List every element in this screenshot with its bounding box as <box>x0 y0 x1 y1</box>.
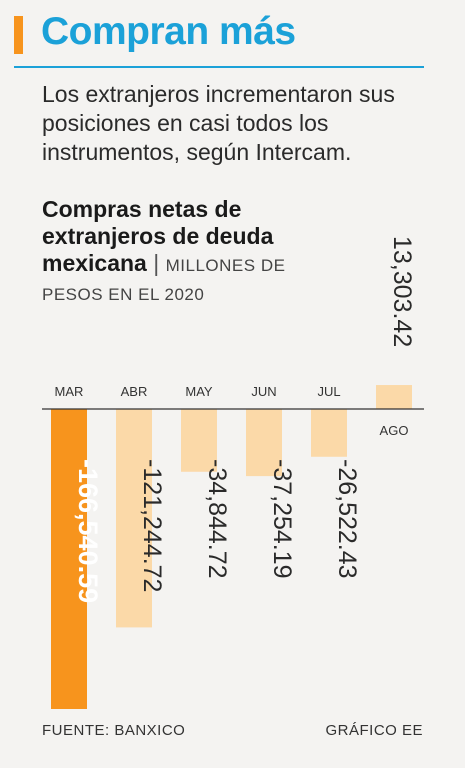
data-label-jul: -26,522.43 <box>333 459 361 579</box>
category-label-jun: JUN <box>251 384 276 399</box>
bar-jul <box>311 409 347 457</box>
category-label-may: MAY <box>185 384 213 399</box>
headline: Compran más <box>41 10 296 53</box>
data-label-abr: -121,244.72 <box>138 459 166 592</box>
category-label-mar: MAR <box>55 384 84 399</box>
intro-text: Los extranjeros incrementaron sus posici… <box>42 81 395 165</box>
header-divider <box>14 66 424 68</box>
bar-jun <box>246 409 282 477</box>
bar-mar <box>51 409 87 709</box>
category-label-ago: AGO <box>380 423 409 438</box>
bar-ago <box>376 385 412 409</box>
data-label-may: -34,844.72 <box>203 459 231 579</box>
chart-title: Compras netas de extranjeros de deuda me… <box>42 196 342 308</box>
source-note: FUENTE: BANXICO <box>42 722 186 739</box>
graphic-credit: GRÁFICO EE <box>325 722 423 739</box>
chart-subtitle: MILLONES DE PESOS EN EL 2020 <box>42 256 286 304</box>
title-separator: | <box>153 250 160 276</box>
category-label-abr: ABR <box>121 384 148 399</box>
data-label-jun: -37,254.19 <box>268 459 296 579</box>
bar-abr <box>116 409 152 628</box>
accent-bar <box>14 16 23 54</box>
chart-title-main: Compras netas de extranjeros de deuda me… <box>42 196 274 276</box>
category-label-jul: JUL <box>317 384 340 399</box>
bar-may <box>181 409 217 472</box>
data-label-ago: 13,303.42 <box>388 236 416 347</box>
data-label-mar: -166,540.59 <box>73 459 103 603</box>
